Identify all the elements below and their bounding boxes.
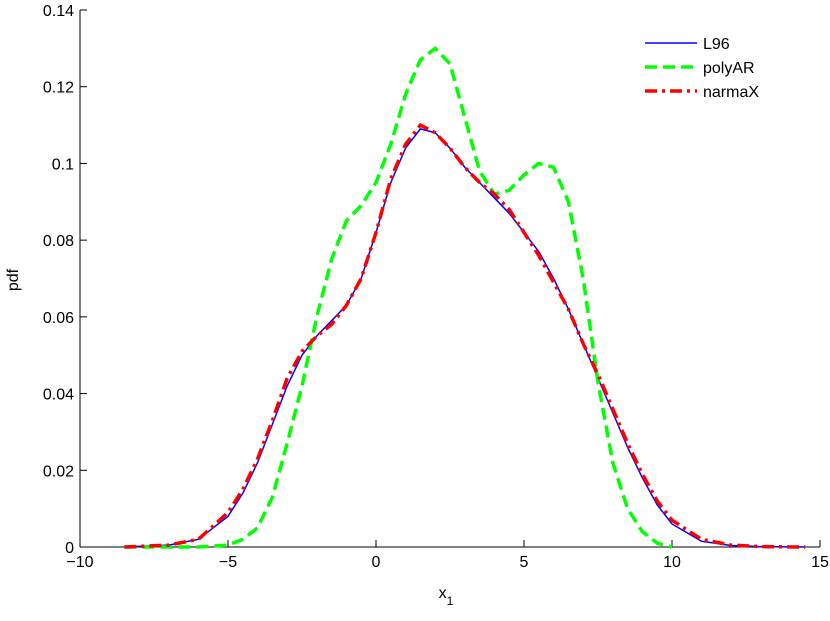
x-axis-label-main: x (439, 585, 447, 602)
x-axis-label: x1 (439, 585, 454, 608)
x-axis-label-sub: 1 (447, 594, 454, 608)
x-tick-label: −10 (66, 554, 93, 571)
x-tick-label: 0 (372, 554, 381, 571)
y-tick-label: 0.02 (43, 463, 74, 480)
x-tick-label: −5 (219, 554, 237, 571)
legend-label: narmaX (703, 84, 759, 101)
data-line (124, 46, 673, 549)
y-tick-label: 0.06 (43, 310, 74, 327)
y-tick-label: 0 (65, 540, 74, 557)
legend-label: L96 (703, 36, 730, 53)
x-tick-label: 10 (663, 554, 681, 571)
legend-label: polyAR (703, 60, 755, 77)
y-tick-label: 0.1 (52, 156, 74, 173)
y-tick-label: 0.04 (43, 387, 74, 404)
y-axis-label: pdf (5, 268, 22, 291)
data-line (124, 122, 806, 549)
x-tick-label: 5 (520, 554, 529, 571)
y-tick-label: 0.08 (43, 233, 74, 250)
x-tick-label: 15 (811, 554, 829, 571)
y-tick-label: 0.14 (43, 3, 74, 20)
data-line (124, 128, 806, 548)
y-tick-label: 0.12 (43, 80, 74, 97)
